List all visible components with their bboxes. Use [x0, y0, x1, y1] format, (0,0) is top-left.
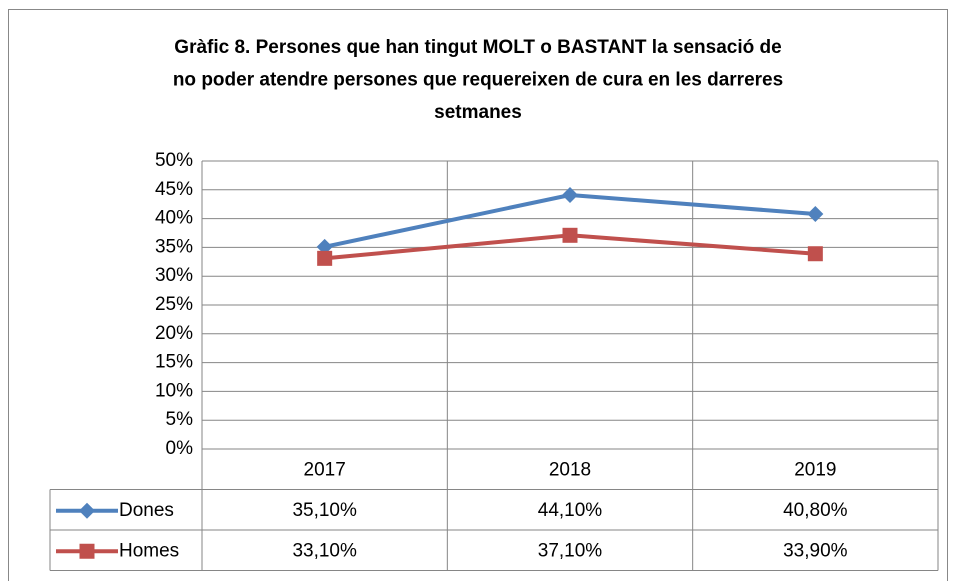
- y-tick-label: 10%: [155, 380, 193, 401]
- data-table-value: 37,10%: [538, 540, 603, 561]
- y-tick-label: 15%: [155, 352, 193, 373]
- marker: [562, 186, 578, 203]
- chart-title: no poder atendre persones que requereixe…: [173, 70, 783, 91]
- marker: [807, 205, 824, 222]
- chart-title: setmanes: [434, 102, 522, 123]
- y-tick-label: 30%: [155, 265, 193, 286]
- y-tick-label: 5%: [166, 409, 194, 430]
- legend-label: Homes: [119, 540, 179, 561]
- chart-title: Gràfic 8. Persones que han tingut MOLT o…: [174, 37, 781, 58]
- marker: [317, 250, 333, 266]
- legend-marker: [79, 502, 95, 519]
- data-table-value: 35,10%: [292, 500, 357, 521]
- marker: [562, 227, 578, 243]
- y-tick-label: 25%: [155, 294, 193, 315]
- y-tick-label: 35%: [155, 236, 193, 257]
- data-table-value: 33,10%: [292, 540, 357, 561]
- y-tick-label: 40%: [155, 208, 193, 229]
- data-table-value: 33,90%: [783, 540, 848, 561]
- y-tick-label: 20%: [155, 323, 193, 344]
- marker: [807, 246, 823, 262]
- chart-border: [8, 9, 948, 585]
- y-tick-label: 45%: [155, 179, 193, 200]
- legend-label: Dones: [119, 500, 174, 521]
- y-tick-label: 0%: [166, 438, 194, 459]
- data-table-value: 44,10%: [538, 500, 603, 521]
- legend-marker: [79, 543, 95, 559]
- marker: [316, 238, 333, 255]
- data-table-value: 40,80%: [783, 500, 848, 521]
- x-tick-label: 2019: [794, 459, 836, 480]
- x-tick-label: 2017: [304, 459, 346, 480]
- x-tick-label: 2018: [549, 459, 591, 480]
- y-tick-label: 50%: [155, 150, 193, 171]
